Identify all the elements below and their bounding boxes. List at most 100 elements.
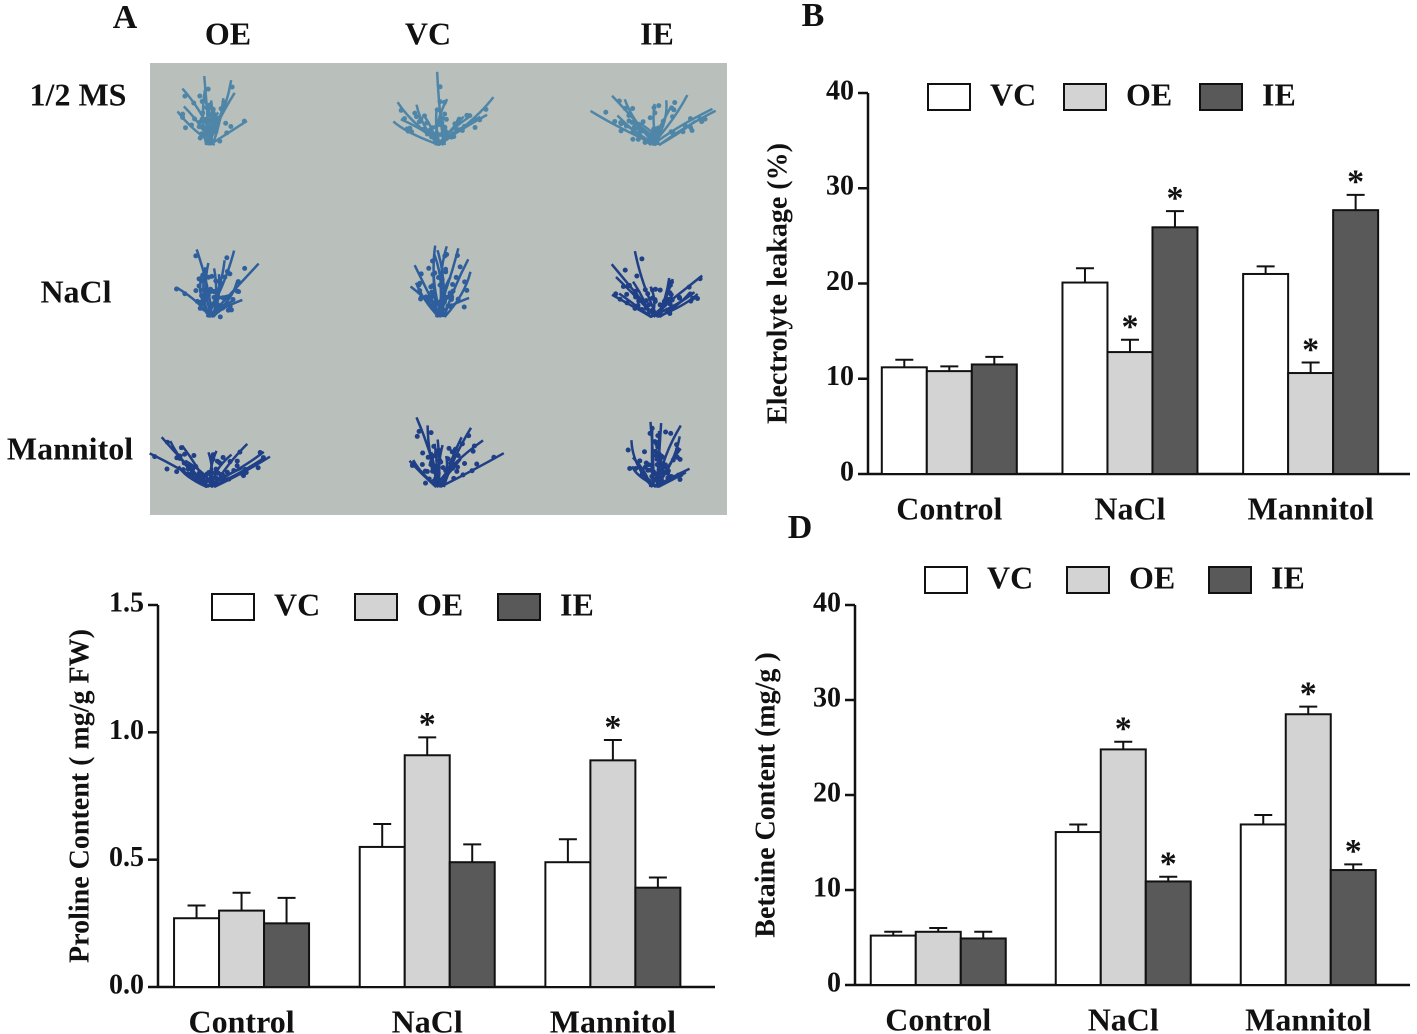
bar: [1054, 831, 1102, 986]
plant-leaf: [645, 291, 651, 297]
plant-leaf: [634, 273, 640, 279]
column-label: IE: [640, 15, 674, 51]
significance-mark: *: [1302, 331, 1319, 368]
plant-leaf: [234, 463, 240, 469]
plant-leaf: [213, 278, 219, 284]
plant: [409, 245, 472, 318]
legend-swatch: [924, 566, 968, 594]
plant-leaf: [418, 271, 424, 277]
plant-leaf: [454, 468, 460, 474]
plant-leaf: [199, 473, 205, 479]
plant-leaf: [670, 129, 676, 135]
plant-stem: [649, 274, 703, 318]
plant-leaf: [434, 107, 440, 113]
significance-mark: *: [1115, 711, 1132, 748]
y-tick-label: 40: [826, 75, 854, 106]
legend-label: IE: [1271, 559, 1305, 595]
plant-leaf: [650, 131, 656, 137]
plant-leaf: [666, 296, 672, 302]
plant-leaf: [191, 453, 197, 459]
plant-leaf: [697, 116, 703, 122]
y-tick-label: 0.0: [109, 969, 144, 1000]
x-tick-label: Mannitol: [550, 1003, 676, 1034]
x-tick-label: Control: [189, 1003, 295, 1034]
plant: [589, 94, 717, 147]
plant-leaf: [631, 124, 637, 130]
y-tick-label: 0.5: [109, 842, 144, 873]
plant-stem: [211, 268, 218, 318]
legend-swatch: [1066, 566, 1110, 594]
plant-leaf: [677, 476, 683, 482]
plant-leaf: [430, 258, 436, 264]
legend-swatch: [497, 593, 541, 621]
plant-leaf: [192, 116, 198, 122]
plant: [408, 416, 505, 489]
plant-leaf: [229, 84, 235, 90]
bar: [1144, 880, 1192, 987]
plant-leaf: [409, 462, 415, 468]
plant-leaf: [462, 123, 468, 129]
plant-leaf: [182, 125, 188, 131]
row-label: Mannitol: [7, 430, 133, 466]
plant-leaf: [630, 136, 636, 142]
plant-leaf: [424, 131, 430, 137]
plant-leaf: [637, 458, 643, 464]
plant-leaf: [442, 253, 448, 259]
plant-leaf: [645, 462, 651, 468]
significance-mark: *: [604, 709, 621, 746]
plant-leaf: [682, 123, 688, 129]
bar: [1329, 869, 1377, 986]
plant-leaf: [631, 128, 637, 134]
plant-leaf: [618, 120, 624, 126]
bar: [869, 934, 917, 986]
plant-leaf: [164, 439, 170, 445]
plant-leaf: [470, 448, 476, 454]
plant-leaf: [194, 298, 200, 304]
plant-leaf: [447, 467, 453, 473]
y-tick-label: 0: [840, 456, 854, 487]
plant-leaf: [469, 468, 475, 474]
plant-leaf: [430, 453, 436, 459]
y-tick-label: 20: [813, 777, 841, 808]
plant-stem: [589, 109, 657, 147]
plant-leaf: [210, 452, 216, 458]
x-tick-label: Mannitol: [1245, 1001, 1371, 1034]
plant-leaf: [220, 454, 226, 460]
panel-label: B: [802, 0, 825, 34]
plant-leaf: [439, 281, 445, 287]
plant-leaf: [663, 429, 669, 435]
plant-leaf: [672, 100, 678, 106]
plant-leaf: [433, 477, 439, 483]
row-label: NaCl: [40, 273, 111, 309]
plant-stem: [412, 459, 440, 488]
plant-leaf: [627, 466, 633, 472]
plant-leaf: [695, 295, 701, 301]
plant-leaf: [423, 480, 429, 486]
legend-swatch: [1208, 566, 1252, 594]
legend-label: IE: [1262, 76, 1296, 112]
plant-leaf: [430, 293, 436, 299]
plant-leaf: [196, 276, 202, 282]
plant-leaf: [452, 446, 458, 452]
plant-leaf: [401, 116, 407, 122]
plant-leaf: [432, 131, 438, 137]
plant-leaf: [182, 93, 188, 99]
x-tick-label: NaCl: [1088, 1001, 1159, 1034]
plant-leaf: [657, 287, 663, 293]
plant-leaf: [444, 294, 450, 300]
bar: [914, 930, 962, 986]
plant-leaf: [214, 301, 220, 307]
plant-leaf: [466, 433, 472, 439]
plant-leaf: [653, 448, 659, 454]
plant-leaf: [446, 445, 452, 451]
plant: [392, 71, 495, 147]
y-axis-label: Proline Content ( mg/g FW): [64, 629, 95, 963]
plant-stem: [206, 92, 236, 146]
plant-stem: [610, 263, 657, 318]
plant-leaf: [472, 124, 478, 130]
plant-leaf: [404, 126, 410, 132]
plant-leaf: [686, 284, 692, 290]
plant-leaf: [427, 297, 433, 303]
plant-leaf: [212, 113, 218, 119]
